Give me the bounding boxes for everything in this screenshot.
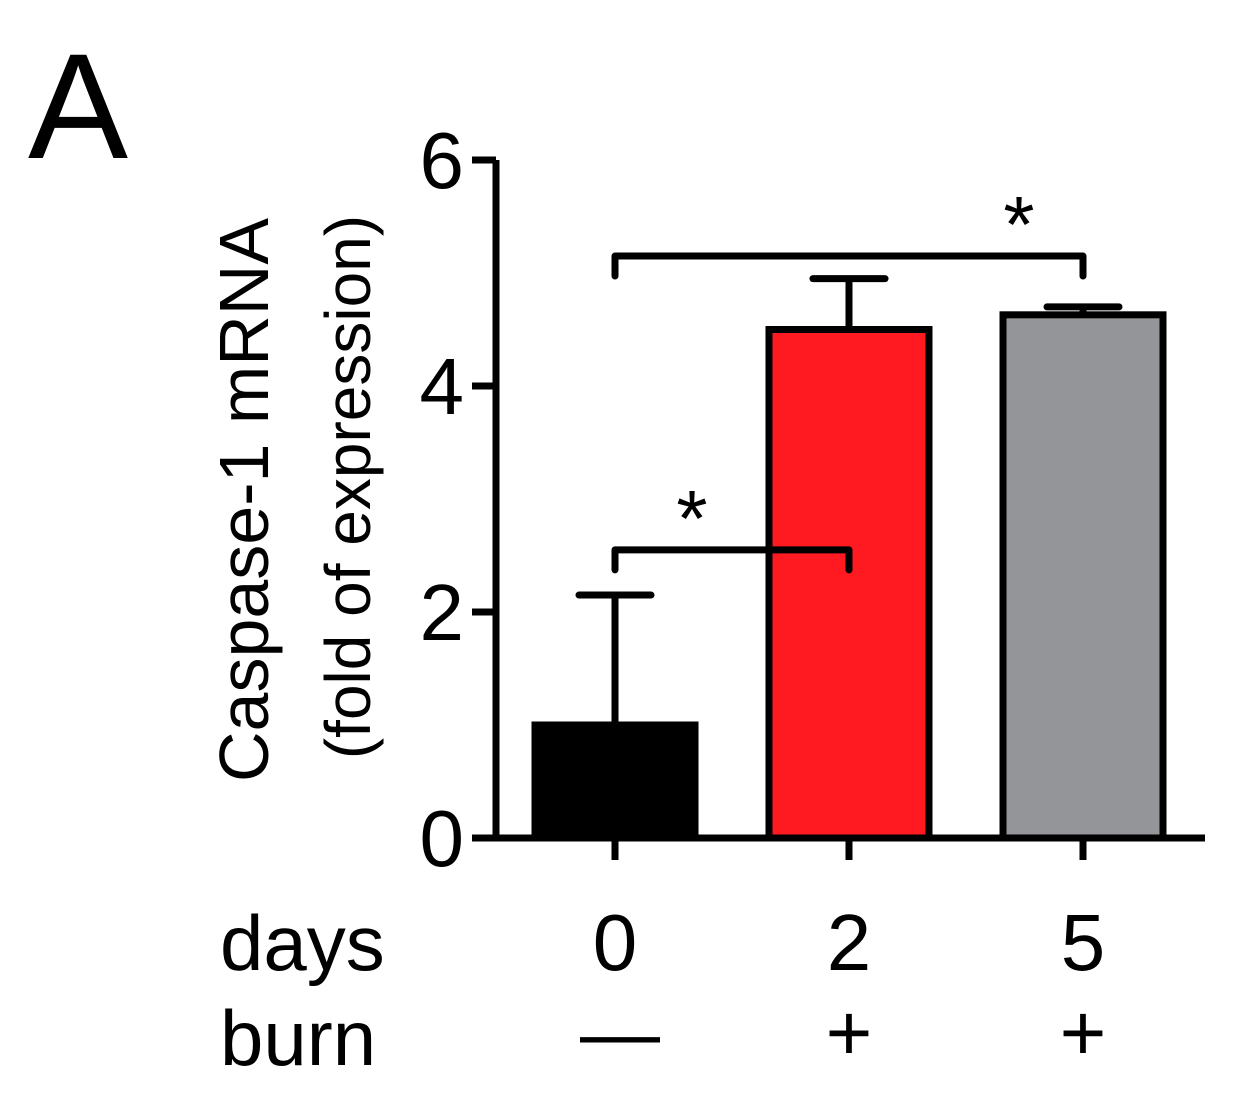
y-tick-label: 6 (420, 116, 465, 205)
significance-bracket (611, 252, 1087, 280)
y-tick-label: 2 (420, 568, 465, 657)
x-tick-label: 5 (1061, 898, 1106, 987)
x-tick-label: 2 (827, 898, 872, 987)
x-axis (493, 834, 1205, 860)
bar-0 (531, 721, 699, 842)
burn-row-label: burn (220, 994, 376, 1082)
y-axis-label-line1: Caspase-1 mRNA (205, 218, 283, 782)
significance-star: * (1003, 180, 1034, 269)
y-axis: 0 2 4 6 (420, 116, 500, 883)
y-axis-label-line2: (fold of expression) (312, 215, 384, 759)
panel-label: A (28, 22, 128, 190)
bar-2 (999, 311, 1167, 842)
bar-1 (765, 326, 933, 842)
burn-status: + (1060, 988, 1107, 1077)
significance-brackets: ** (611, 180, 1087, 574)
x-tick-label: 0 (593, 898, 638, 987)
significance-bracket (611, 546, 853, 574)
y-tick-label: 4 (420, 342, 465, 431)
significance-star: * (676, 474, 707, 563)
days-row-label: days (220, 899, 385, 987)
burn-status: + (826, 988, 873, 1077)
y-tick-label: 0 (420, 794, 465, 883)
burn-status: — (580, 988, 660, 1077)
